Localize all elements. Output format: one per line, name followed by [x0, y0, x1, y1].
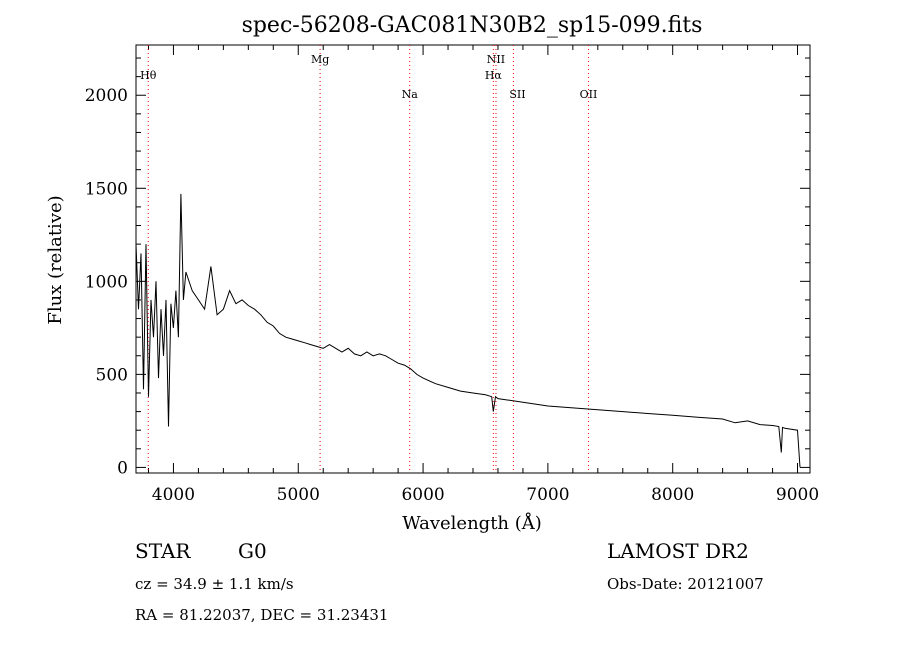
y-tick-label: 2000 [85, 86, 128, 106]
spectrum-line [135, 193, 801, 468]
spectral-line-label: Hθ [140, 69, 157, 82]
y-axis-ticks: 0 500 1000 1500 2000 [85, 57, 810, 478]
x-tick-label: 5000 [277, 485, 320, 505]
flux-series [135, 193, 801, 468]
y-tick-label: 0 [117, 458, 128, 478]
spectral-line-markers: Hθ Mg Na NII Hα SII OII [140, 45, 597, 473]
spectral-line-label: Na [402, 88, 419, 101]
x-axis-label: Wavelength (Å) [402, 512, 542, 534]
redshift-cz: cz = 34.9 ± 1.1 km/s [135, 575, 294, 593]
chart-title: spec-56208-GAC081N30B2_sp15-099.fits [242, 13, 703, 38]
y-tick-label: 1000 [85, 272, 128, 292]
axes [135, 44, 811, 474]
plot-frame [135, 44, 811, 474]
x-tick-label: 7000 [526, 485, 569, 505]
ra-dec: RA = 81.22037, DEC = 31.23431 [135, 606, 388, 624]
spectral-line-label: SII [509, 88, 525, 101]
x-tick-label: 8000 [651, 485, 694, 505]
spectral-line-label: OII [580, 88, 598, 101]
x-tick-label: 6000 [401, 485, 444, 505]
y-tick-label: 500 [96, 365, 128, 385]
y-axis-label: Flux (relative) [45, 195, 66, 324]
spectral-line-label: Mg [311, 53, 329, 66]
x-tick-label: 4000 [152, 485, 195, 505]
spectral-line-label: NII [487, 53, 505, 66]
object-class: STAR [135, 539, 191, 563]
x-tick-label: 9000 [776, 485, 819, 505]
y-tick-label: 1500 [85, 179, 128, 199]
object-subclass: G0 [238, 539, 267, 563]
observation-date: Obs-Date: 20121007 [607, 575, 764, 593]
spectral-line-label: Hα [485, 69, 503, 82]
survey-name: LAMOST DR2 [607, 539, 749, 563]
x-axis-ticks: 4000 5000 6000 7000 8000 9000 [147, 45, 819, 505]
